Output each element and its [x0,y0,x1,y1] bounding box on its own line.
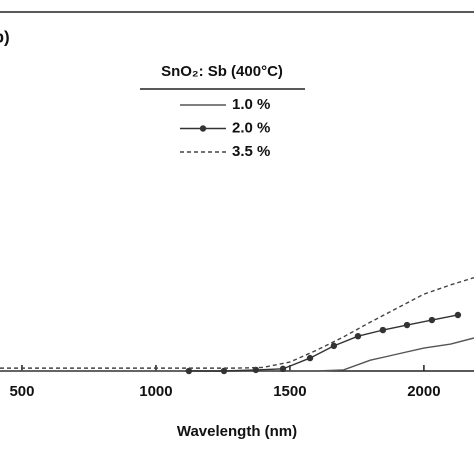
x-axis-title: Wavelength (nm) [177,423,297,440]
series-marker [379,326,387,334]
panel-label: (b) [0,27,10,46]
series-marker [428,316,436,324]
series-marker [354,332,362,340]
legend-label: 3.5 % [232,143,270,160]
series-marker [185,367,193,375]
x-tick-label: 2000 [407,383,440,400]
series-marker [306,354,314,362]
legend-label: 2.0 % [232,119,270,136]
legend-marker [199,125,207,132]
legend-title: SnO₂: Sb (400°C) [161,63,283,80]
series-marker [220,367,228,375]
series-marker [330,342,338,350]
series-line [188,314,459,372]
series-marker [279,365,287,373]
series-marker [403,321,411,329]
legend-label: 1.0 % [232,96,270,113]
series-line [0,337,474,372]
series-marker [454,311,462,319]
x-tick-label: 1000 [139,383,172,400]
x-tick-label: 500 [9,383,34,400]
series-line [0,276,474,369]
x-tick-label: 1500 [273,383,306,400]
